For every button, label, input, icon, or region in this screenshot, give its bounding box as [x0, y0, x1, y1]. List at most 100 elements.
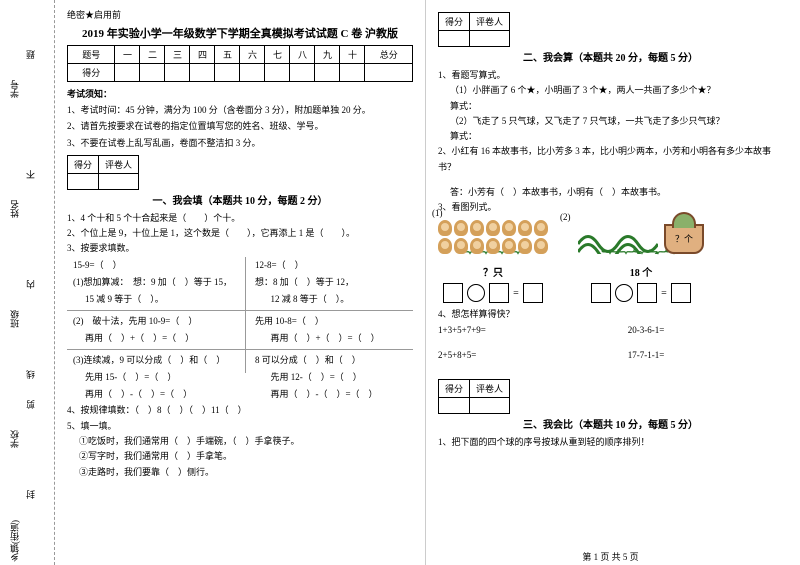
binding-label-3: 班级	[8, 310, 21, 328]
notice-block: 考试须知： 1、考试时间：45 分钟，满分为 100 分（含卷面分 3 分），附…	[67, 86, 413, 151]
q4a-r: 20-3-6-1=	[628, 323, 665, 338]
blank-box	[637, 283, 657, 303]
sec2-q4b: 2+5+8+5= 17-7-1-1=	[438, 348, 783, 363]
monkeys-row2	[438, 238, 548, 254]
q4b-l: 2+5+8+5=	[438, 348, 628, 363]
m3l-c: 再用（ ）-（ ）=（ ）	[79, 386, 248, 403]
binding-mark-5: 题	[24, 50, 37, 59]
monkey-icon	[534, 238, 548, 254]
monkey-icon	[486, 220, 500, 236]
blank-box	[671, 283, 691, 303]
sec2-title: 二、我会算（本题共 20 分，每题 5 分）	[438, 49, 783, 64]
m3r-c: 再用（ ）-（ ）=（ ）	[260, 386, 413, 403]
score-h-11: 总分	[365, 46, 413, 64]
eq-sign: =	[513, 288, 519, 299]
m1r-a: 想：8 加（ ）等于 12，	[245, 274, 405, 291]
score-h-6: 六	[240, 46, 265, 64]
binding-label-1: 乡镇(街道)	[8, 520, 21, 562]
blank-box	[489, 283, 509, 303]
monkey-icon	[470, 220, 484, 236]
score-row2-label: 得分	[68, 64, 115, 82]
sb2-c2: 评卷人	[470, 13, 510, 31]
fig2-equation: =	[566, 283, 716, 303]
binding-label-2: 学校	[8, 430, 21, 448]
figure-1: (1)	[438, 220, 548, 304]
m3l-b: 先用 15-（ ）=（ ）	[79, 369, 248, 386]
notice-2: 2、请首先按要求在试卷的指定位置填写您的姓名、班级、学号。	[67, 118, 413, 134]
sec1-q5a: ①吃饭时，我们通常用（ ）手端碗，（ ）手拿筷子。	[79, 434, 413, 449]
figure-2: (2) ？个 ︸︸︸︸︸ 18 个 =	[566, 224, 716, 304]
score-h-3: 三	[165, 46, 190, 64]
section1-scorebox: 得分 评卷人	[67, 155, 139, 190]
right-column: 得分 评卷人 二、我会算（本题共 20 分，每题 5 分） 1、看题写算式。 （…	[425, 0, 795, 565]
sec1-q3: 3、按要求填数。	[67, 241, 413, 256]
op-circle	[615, 284, 633, 302]
fig2-num: (2)	[560, 212, 571, 222]
m3r-b: 先用 12-（ ）=（ ）	[260, 369, 413, 386]
sec3-title: 三、我会比（本题共 10 分，每题 5 分）	[438, 416, 783, 431]
exam-title: 2019 年实验小学一年级数学下学期全真模拟考试试题 C 卷 沪教版	[67, 25, 413, 41]
monkey-icon	[502, 238, 516, 254]
eq-sign: =	[661, 288, 667, 299]
binding-word-line: 线	[24, 370, 37, 379]
expr-r: 12-8=（ ）	[245, 257, 405, 274]
expr-l: 15-9=（ ）	[67, 257, 245, 274]
monkey-icon	[470, 238, 484, 254]
sec3-q1: 1、把下面的四个球的序号按球从重到轻的顺序排列！	[438, 435, 783, 450]
m2l-b: 再用（ ）+（ ）=（ ）	[79, 330, 248, 347]
score-h-1: 一	[115, 46, 140, 64]
sec1-title: 一、我会填（本题共 10 分，每题 2 分）	[67, 192, 413, 207]
score-h-0: 题号	[68, 46, 115, 64]
binding-mark-4: 不	[24, 170, 37, 179]
blank-box	[523, 283, 543, 303]
sec1-q2: 2、个位上是 9，十位上是 1，这个数是（ ），它再添上 1 是（ ）。	[67, 226, 413, 241]
sec2-q2: 2、小红有 16 本故事书，比小芳多 3 本，比小明少两本，小芳和小明各有多少本…	[438, 144, 783, 175]
sec2-q4: 4、想怎样算得快？	[438, 307, 783, 322]
op-circle	[467, 284, 485, 302]
sec1-q5b: ②写字时，我们通常用（ ）手拿笔。	[79, 449, 413, 464]
m3r-a: 8 可以分成（ ）和（ ）	[245, 352, 405, 369]
m1l-b: 15 减 9 等于（ ）。	[79, 291, 248, 308]
sec2-q3: 3、看图列式。	[438, 200, 783, 215]
sec1-q1: 1、4 个十和 5 个十合起来是（ ）个十。	[67, 211, 413, 226]
m2r-a: 先用 10-8=（ ）	[245, 313, 405, 330]
left-column: 绝密★启用前 2019 年实验小学一年级数学下学期全真模拟考试试题 C 卷 沪教…	[55, 0, 425, 565]
m2r-b: 再用（ ）+（ ）=（ ）	[260, 330, 413, 347]
fig1-equation: =	[438, 283, 548, 303]
monkeys-row1	[438, 220, 548, 236]
score-h-7: 七	[265, 46, 290, 64]
section3-scorebox: 得分 评卷人	[438, 379, 510, 414]
binding-margin: 乡镇(街道) 学校 班级 姓名 学号 封 剪 内 不 题 线	[0, 0, 55, 565]
m3l-a: (3)连续减，9 可以分成（ ）和（ ）	[67, 352, 245, 369]
q4b-r: 17-7-1-1=	[628, 348, 665, 363]
brace-icon: ︸︸︸︸	[438, 254, 548, 265]
q4a-l: 1+3+5+7+9=	[438, 323, 628, 338]
sec2-q1b: （2）飞走了 5 只气球，又飞走了 7 只气球，一共飞走了多少只气球？	[450, 114, 783, 129]
score-h-9: 九	[315, 46, 340, 64]
sec1-q5c: ③走路时，我们要靠（ ）侧行。	[79, 465, 413, 480]
notice-3: 3、不要在试卷上乱写乱画，卷面不整洁扣 3 分。	[67, 135, 413, 151]
binding-mark-2: 剪	[24, 400, 37, 409]
m2l-a: (2) 破十法，先用 10-9=（ ）	[67, 313, 245, 330]
score-h-5: 五	[215, 46, 240, 64]
sec2-q1a: （1）小胖画了 6 个★，小明画了 3 个★，两人一共画了多少个★？	[450, 83, 783, 98]
score-table: 题号 一 二 三 四 五 六 七 八 九 十 总分 得分	[67, 45, 413, 82]
monkey-icon	[438, 238, 452, 254]
score-h-2: 二	[140, 46, 165, 64]
confidential-label: 绝密★启用前	[67, 8, 413, 21]
notice-1: 1、考试时间：45 分钟，满分为 100 分（含卷面分 3 分），附加题单独 2…	[67, 102, 413, 118]
sb-c1: 得分	[68, 155, 99, 173]
sec2-q4a: 1+3+5+7+9= 20-3-6-1=	[438, 323, 783, 338]
fig1-num: (1)	[432, 208, 443, 218]
section2-scorebox: 得分 评卷人	[438, 12, 510, 47]
fig1-label: ？只	[438, 264, 548, 279]
sec2-q1b-suan: 算式：	[450, 129, 783, 144]
binding-mark-3: 内	[24, 280, 37, 289]
score-h-4: 四	[190, 46, 215, 64]
monkey-icon	[534, 220, 548, 236]
sb2-c1: 得分	[439, 13, 470, 31]
sb-c2: 评卷人	[99, 155, 139, 173]
blank-box	[591, 283, 611, 303]
m1l-a: (1)想加算减： 想：9 加（ ）等于 15，	[67, 274, 245, 291]
score-value-row: 得分	[68, 64, 413, 82]
